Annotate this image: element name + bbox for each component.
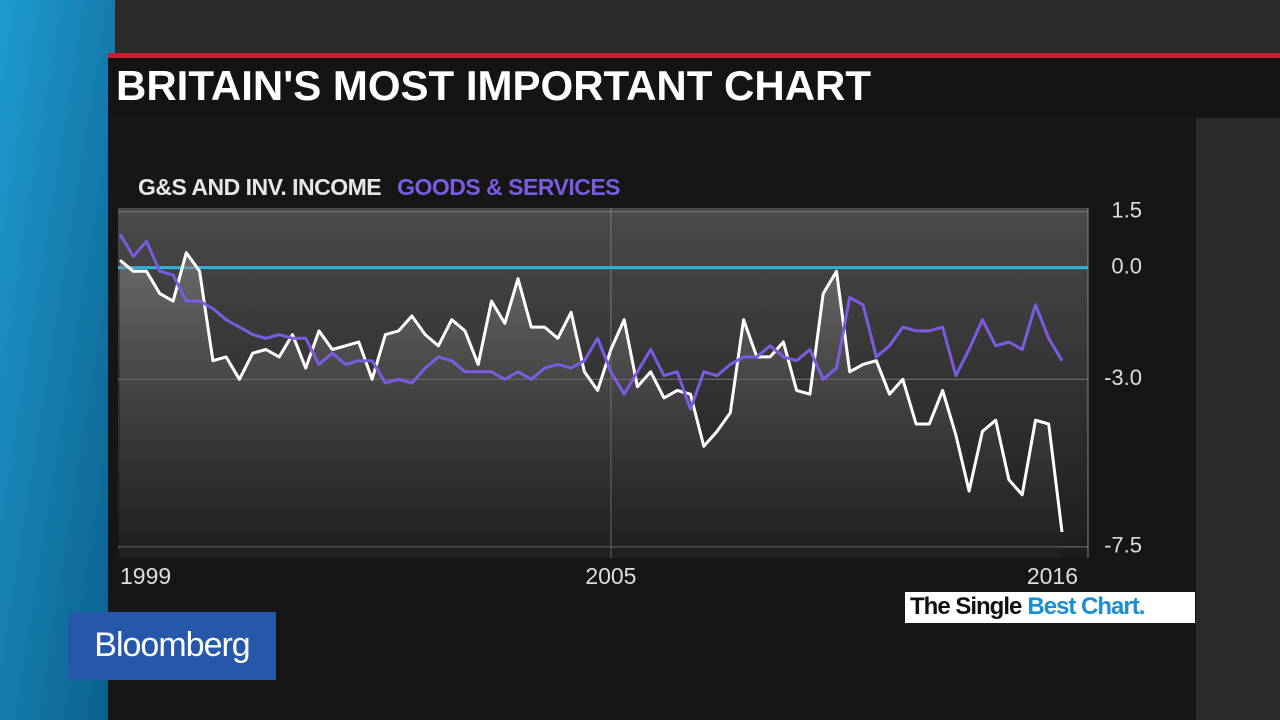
x-tick-label: 2016: [1027, 563, 1078, 589]
x-tick-label: 2005: [585, 563, 636, 589]
legend-entry: GOODS & SERVICES: [397, 174, 620, 200]
y-tick-label: 0.0: [1111, 253, 1142, 278]
logo: Bloomberg: [94, 626, 249, 664]
line: [118, 233, 1064, 411]
y-tick-label: -7.5: [1104, 533, 1142, 558]
y-tick-label: -3.0: [1104, 365, 1142, 390]
title-bar: [108, 58, 1280, 118]
y-tick-label: 1.5: [1111, 198, 1142, 223]
tag-box: [905, 592, 1195, 623]
line: [119, 251, 1064, 533]
logo-box: [68, 612, 276, 680]
tag-end: Best Chart.: [1027, 593, 1144, 620]
tag-start: The Single: [910, 593, 1022, 620]
x-tick-label: 1999: [120, 563, 171, 589]
area: [120, 252, 1062, 558]
tag: The Single Best Chart.: [910, 593, 1145, 620]
legend-entry: G&S AND INV. INCOME: [138, 174, 381, 200]
red-rule: [108, 53, 1280, 58]
chart-title: BRITAIN'S MOST IMPORTANT CHART: [116, 62, 871, 109]
side-stripe: [0, 0, 115, 720]
